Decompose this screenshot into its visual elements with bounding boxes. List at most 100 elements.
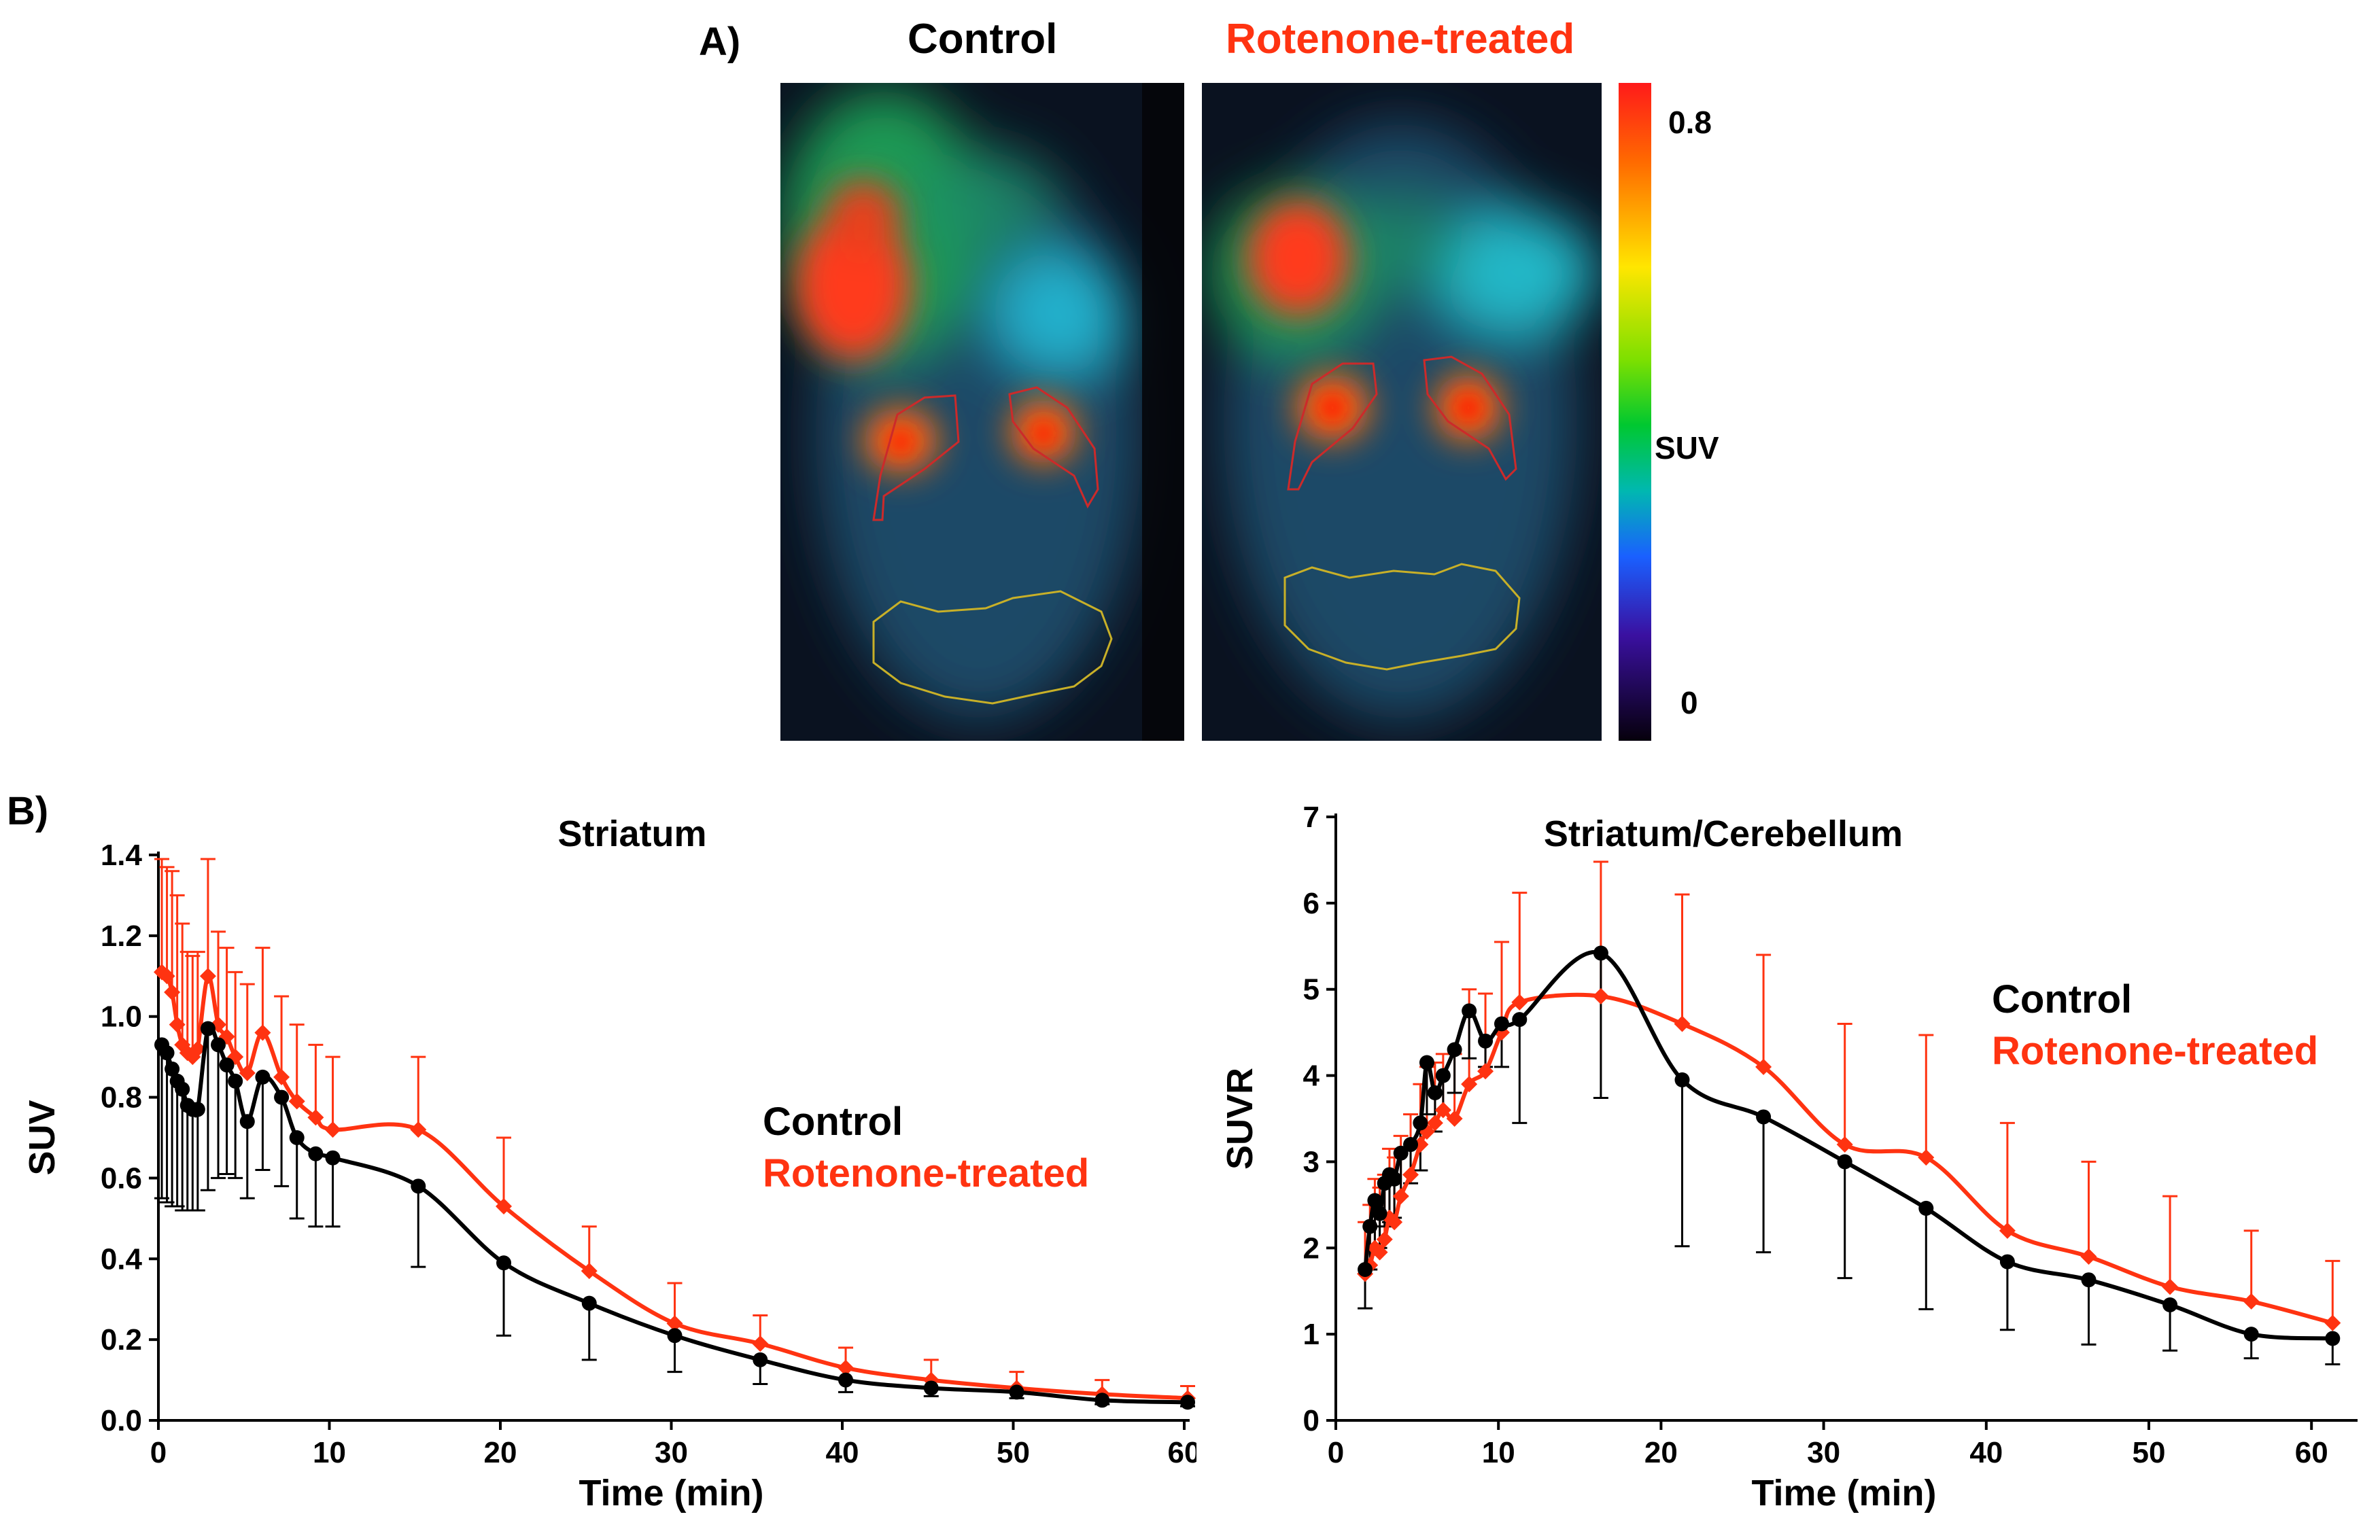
data-point [324, 1121, 341, 1138]
data-point [753, 1352, 768, 1367]
data-point [239, 1064, 256, 1081]
data-point [1372, 1206, 1387, 1221]
data-point [1413, 1115, 1428, 1131]
data-point [1371, 1244, 1388, 1261]
data-point [1358, 1262, 1373, 1277]
data-point [1512, 1012, 1528, 1028]
y-tick-label: 5 [1303, 973, 1320, 1007]
data-point [175, 1081, 190, 1097]
data-point [1755, 1058, 1772, 1075]
data-point [1461, 1076, 1478, 1093]
data-point [1418, 1123, 1435, 1140]
data-point [1447, 1042, 1462, 1057]
data-point [1419, 1055, 1434, 1070]
data-point [255, 1069, 271, 1085]
data-point [1009, 1384, 1024, 1400]
data-point [1426, 1115, 1443, 1132]
y-tick-label: 6 [1303, 887, 1320, 920]
data-point [154, 964, 171, 981]
data-point [1367, 1193, 1383, 1208]
colorbar-mid-label: SUV [1655, 430, 1719, 466]
data-point [1756, 1109, 1772, 1125]
data-point [289, 1130, 305, 1145]
y-tick-label: 0.4 [101, 1242, 143, 1276]
y-tick-label: 0.0 [101, 1404, 142, 1437]
y-tick-label: 3 [1303, 1145, 1320, 1178]
data-point [2324, 1314, 2341, 1331]
data-point [288, 1093, 305, 1110]
y-tick-label: 1.0 [101, 1000, 142, 1034]
data-point [1593, 945, 1608, 961]
x-tick-label: 0 [1328, 1436, 1344, 1469]
pet-images: 0.8 SUV 0 [780, 83, 1719, 741]
chart-striatum: 0.0 0.2 0.4 0.6 0.8 1.0 1.2 1.4 0 10 20 30 40 50 60 Str… [22, 813, 1196, 1513]
data-point [1446, 1110, 1463, 1127]
x-tick-label: 30 [1807, 1436, 1840, 1469]
colorbar [1619, 83, 1651, 741]
x-tick-label: 10 [1482, 1436, 1515, 1469]
data-point [239, 1114, 255, 1130]
y-tick-label: 0.6 [101, 1161, 142, 1195]
y-axis-label: SUV [22, 1100, 63, 1175]
data-point [1918, 1200, 1934, 1216]
data-point [1836, 1136, 1853, 1153]
x-tick-label: 40 [1969, 1436, 2003, 1469]
data-point [1837, 1154, 1852, 1170]
data-point [838, 1359, 855, 1376]
data-point [165, 1061, 180, 1077]
data-point [164, 984, 181, 1001]
pet-image-control [780, 83, 1184, 741]
data-point [1180, 1395, 1196, 1410]
x-tick-label: 0 [150, 1436, 167, 1469]
data-point [1387, 1171, 1402, 1187]
data-point [496, 1255, 512, 1271]
data-point [1403, 1137, 1419, 1153]
data-point [219, 1057, 235, 1073]
x-tick-label: 60 [2295, 1436, 2328, 1469]
y-axis-label: SUVR [1220, 1068, 1260, 1170]
y-tick-label: 0 [1303, 1404, 1320, 1437]
data-point [1477, 1063, 1494, 1080]
data-point [211, 1037, 226, 1053]
data-point [1393, 1145, 1409, 1161]
data-point [923, 1380, 939, 1396]
y-tick-label: 1.2 [101, 920, 142, 953]
data-point [2162, 1278, 2179, 1295]
data-point [1427, 1085, 1443, 1100]
data-point [325, 1150, 341, 1166]
data-point [308, 1146, 324, 1161]
data-point [2243, 1293, 2260, 1310]
pet-title-treated: Rotenone-treated [1226, 16, 1575, 63]
data-point [228, 1073, 243, 1089]
data-point [1478, 1033, 1494, 1049]
data-point [2243, 1327, 2259, 1342]
data-point [159, 1045, 175, 1061]
colorbar-min-label: 0 [1680, 685, 1698, 720]
chart-title: Striatum/Cerebellum [1544, 813, 1903, 854]
data-point [1918, 1149, 1935, 1166]
data-point [752, 1335, 769, 1352]
legend-entry: Rotenone-treated [1992, 1029, 2318, 1073]
data-point [199, 968, 216, 985]
data-point [1511, 994, 1528, 1011]
legend-entry: Rotenone-treated [763, 1151, 1089, 1195]
pet-image-treated [1202, 83, 1602, 741]
data-point [410, 1121, 427, 1138]
data-point [174, 1036, 191, 1053]
data-point [1592, 987, 1609, 1004]
y-tick-label: 1.4 [101, 839, 143, 872]
data-point [1435, 1068, 1451, 1083]
data-point [254, 1024, 271, 1041]
x-tick-label: 20 [1644, 1436, 1678, 1469]
x-axis-label: Time (min) [1751, 1473, 1936, 1513]
x-tick-label: 40 [826, 1436, 859, 1469]
data-point [1434, 1102, 1451, 1119]
data-point [2080, 1248, 2097, 1265]
data-point [1999, 1254, 2015, 1270]
data-point [2325, 1331, 2341, 1346]
x-tick-label: 50 [2133, 1436, 2166, 1469]
data-point [218, 1028, 235, 1045]
x-tick-label: 20 [484, 1436, 517, 1469]
data-point [1674, 1015, 1691, 1032]
y-tick-label: 0.2 [101, 1323, 142, 1357]
